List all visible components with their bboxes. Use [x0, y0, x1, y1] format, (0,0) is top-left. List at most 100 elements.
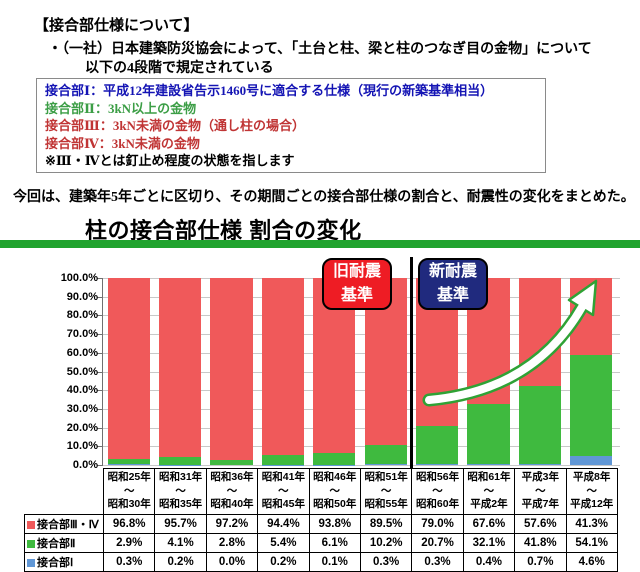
value-cell: 67.6%	[462, 514, 516, 534]
period-header-cell: 昭和31年～昭和35年	[154, 468, 207, 515]
y-axis-line	[102, 278, 103, 466]
gridline	[103, 465, 620, 466]
period-header-cell: 昭和25年～昭和30年	[102, 468, 156, 515]
legend-label: 接合部Ⅲ・Ⅳ	[37, 519, 99, 531]
criteria-line-3: 接合部Ⅲ：3kN未満の金物（通し柱の場合）	[45, 118, 305, 134]
bar	[570, 278, 613, 465]
legend-cell: 接合部Ⅱ	[24, 533, 104, 553]
bar-segment	[570, 355, 613, 457]
chart-title: 柱の接合部仕様 割合の変化	[85, 218, 362, 243]
period-header-cell: 昭和46年～昭和50年	[308, 468, 361, 515]
value-cell: 54.1%	[565, 533, 618, 553]
legend-cell: 接合部Ⅰ	[24, 552, 104, 572]
old-standard-badge-line1: 旧耐震	[332, 263, 381, 280]
value-cell: 2.8%	[205, 533, 259, 553]
y-axis-tick	[97, 465, 102, 466]
y-axis-tick	[97, 446, 102, 448]
bar-segment	[261, 278, 305, 455]
value-cell: 2.9%	[102, 533, 156, 553]
value-cell: 6.1%	[308, 533, 361, 553]
gridline	[103, 390, 620, 392]
table-corner-blank	[25, 469, 104, 515]
y-axis-label: 40.0%	[66, 384, 98, 397]
criteria-box: 接合部Ⅰ：平成12年建設省告示1460号に適合する仕様（現行の新築基準相当） 接…	[36, 78, 546, 173]
value-cell: 5.4%	[257, 533, 310, 553]
y-axis-label: 20.0%	[66, 421, 98, 434]
value-cell: 96.8%	[102, 514, 156, 534]
y-axis-label: 50.0%	[66, 365, 98, 378]
value-cell: 4.6%	[565, 552, 618, 572]
bar	[518, 278, 562, 465]
gridline	[103, 446, 620, 448]
table-row: 接合部Ⅱ 2.9% 4.1% 2.8% 5.4% 6.1% 10.2% 20.7% 32.1% 4…	[24, 533, 618, 553]
period-header-cell: 昭和41年～昭和45年	[257, 468, 310, 515]
legend-label: 接合部Ⅰ	[37, 557, 74, 569]
value-cell: 97.2%	[205, 514, 259, 534]
period-header-cell: 平成8年～平成12年	[565, 468, 618, 515]
y-axis-label: 0.0%	[72, 459, 98, 471]
table-row: 接合部Ⅰ 0.3% 0.2% 0.0% 0.2% 0.1% 0.3% 0.3% 0.4% 0.7%…	[24, 552, 618, 572]
bar-segment	[107, 459, 150, 465]
value-cell: 4.1%	[154, 533, 207, 553]
gridline	[103, 371, 620, 373]
value-cell: 93.8%	[308, 514, 361, 534]
bar-segment	[107, 278, 150, 460]
y-axis-label: 60.0%	[66, 346, 98, 359]
bar-segment	[467, 464, 510, 465]
y-axis-label: 10.0%	[66, 440, 98, 453]
bar-segment	[158, 278, 202, 457]
bar-segment	[570, 456, 613, 465]
value-cell: 10.2%	[359, 533, 413, 553]
gridline	[103, 408, 620, 410]
criteria-line-2: 接合部Ⅱ：3kN以上の金物	[45, 100, 197, 116]
doc-bullet-line-2: 以下の4段階で規定されている	[85, 61, 274, 76]
value-cell: 0.4%	[462, 552, 516, 572]
bar-segment	[518, 463, 562, 465]
y-axis-tick	[97, 315, 102, 317]
y-axis-label: 80.0%	[66, 309, 98, 322]
legend-swatch	[27, 520, 35, 529]
value-cell: 32.1%	[462, 533, 516, 553]
gridline	[103, 315, 620, 317]
bar-segment	[467, 404, 510, 465]
value-cell: 57.6%	[514, 514, 567, 534]
old-standard-badge: 旧耐震 基準	[322, 258, 392, 310]
bar-segment	[210, 278, 253, 460]
period-header-cell: 昭和51年～昭和55年	[359, 468, 413, 515]
y-axis-tick	[97, 427, 102, 429]
y-axis-tick	[97, 352, 102, 354]
y-axis-tick	[97, 390, 102, 392]
intro-text: 今回は、建築年5年ごとに区切り、その期間ごとの接合部仕様の割合と、耐震性の変化を…	[13, 190, 635, 205]
legend-cell: 接合部Ⅲ・Ⅳ	[24, 514, 104, 534]
bar-segment	[518, 385, 562, 464]
gridline	[103, 334, 620, 336]
value-cell: 0.1%	[308, 552, 361, 572]
value-cell: 0.2%	[154, 552, 207, 572]
value-cell: 41.8%	[514, 533, 567, 553]
y-axis-tick	[97, 334, 102, 336]
value-cell: 79.0%	[411, 514, 464, 534]
bar-segment	[364, 464, 407, 465]
criteria-note: ※Ⅲ・Ⅳとは釘止め程度の状態を指します	[45, 153, 295, 169]
bar	[210, 278, 253, 465]
bar	[107, 278, 150, 465]
new-standard-badge-line2: 基準	[436, 287, 469, 304]
bar-segment	[415, 425, 459, 465]
period-header-cell: 昭和61年～平成2年	[462, 468, 516, 515]
criteria-line-1: 接合部Ⅰ：平成12年建設省告示1460号に適合する仕様（現行の新築基準相当）	[45, 83, 494, 98]
value-cell: 0.0%	[205, 552, 259, 572]
legend-swatch	[27, 558, 35, 567]
period-header-cell: 平成3年～平成7年	[514, 468, 567, 515]
value-cell: 0.2%	[257, 552, 310, 572]
spec-table: 昭和25年～昭和30年 昭和31年～昭和35年 昭和36年～昭和40年 昭和41年～昭…	[24, 468, 618, 572]
bar-segment	[261, 454, 305, 465]
gridline	[103, 427, 620, 429]
bar-segment	[364, 445, 407, 465]
value-cell: 41.3%	[565, 514, 618, 534]
y-axis-tick	[97, 278, 102, 279]
y-axis-label: 100.0%	[60, 272, 98, 284]
bar-segment	[570, 278, 613, 356]
value-cell: 0.3%	[102, 552, 156, 572]
value-cell: 0.7%	[514, 552, 567, 572]
